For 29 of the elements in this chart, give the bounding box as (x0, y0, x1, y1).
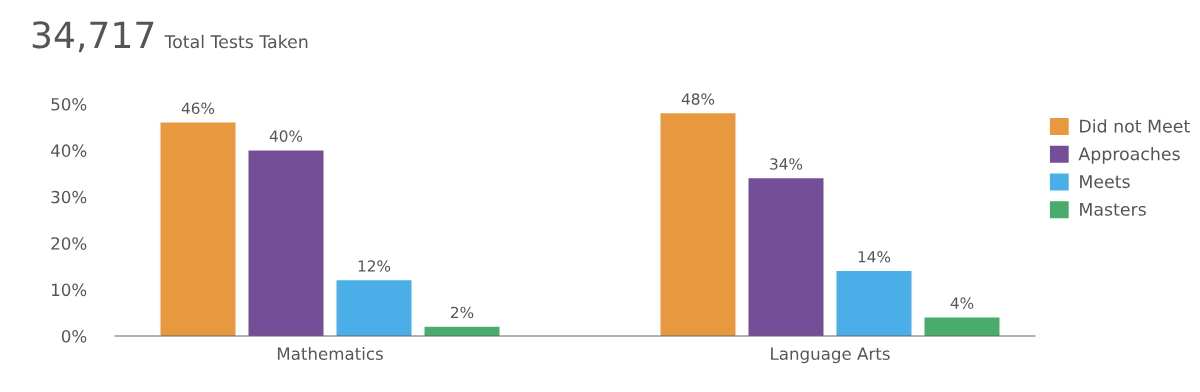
data-label: 12% (358, 260, 391, 272)
bar (748, 178, 824, 336)
bar (660, 113, 736, 336)
x-tick-label: Mathematics (277, 347, 383, 361)
legend-label: Did not Meet (1080, 119, 1190, 133)
legend-label: Approaches (1078, 146, 1180, 164)
y-tick-label: 10% (52, 283, 87, 297)
legend-label: Masters (1080, 202, 1146, 216)
data-label: 14% (858, 250, 891, 263)
data-label: 40% (269, 130, 303, 142)
x-tick-label: Language Arts (771, 347, 890, 364)
data-label: 48% (681, 93, 715, 105)
bar (248, 150, 324, 336)
y-tick-label: 30% (51, 190, 87, 204)
bar (924, 317, 1000, 336)
y-tick-label: 50% (51, 97, 87, 111)
data-label: 34% (770, 158, 803, 170)
y-tick-label: 20% (51, 237, 87, 250)
data-label: 4% (950, 297, 974, 309)
data-label: 46% (181, 102, 215, 115)
data-label: 2% (451, 306, 474, 319)
bar (160, 122, 236, 336)
bar (336, 280, 412, 336)
chart-subtitle: Total Tests Taken (164, 34, 308, 49)
y-tick-label: 0% (61, 329, 87, 343)
bar (836, 271, 912, 336)
legend-label: Meets (1080, 175, 1130, 189)
y-tick-label: 40% (50, 144, 87, 157)
chart-title: 34,717 (32, 21, 154, 53)
